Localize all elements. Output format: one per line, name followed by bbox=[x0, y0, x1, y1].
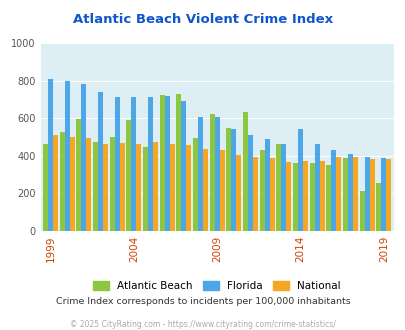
Bar bbox=[236, 155, 241, 231]
Bar bbox=[226, 128, 231, 231]
Bar bbox=[164, 96, 169, 231]
Bar bbox=[192, 138, 198, 231]
Legend: Atlantic Beach, Florida, National: Atlantic Beach, Florida, National bbox=[90, 278, 343, 294]
Bar bbox=[119, 143, 124, 231]
Bar bbox=[93, 142, 98, 231]
Bar bbox=[231, 129, 236, 231]
Bar bbox=[326, 165, 330, 231]
Bar bbox=[43, 144, 48, 231]
Bar bbox=[148, 97, 153, 231]
Bar bbox=[281, 144, 286, 231]
Text: Atlantic Beach Violent Crime Index: Atlantic Beach Violent Crime Index bbox=[73, 13, 332, 26]
Bar bbox=[386, 159, 390, 231]
Bar bbox=[243, 112, 247, 231]
Bar bbox=[126, 120, 131, 231]
Bar bbox=[347, 154, 352, 231]
Bar bbox=[202, 149, 207, 231]
Bar bbox=[380, 158, 386, 231]
Bar bbox=[76, 119, 81, 231]
Bar bbox=[53, 135, 58, 231]
Bar bbox=[369, 159, 374, 231]
Text: Crime Index corresponds to incidents per 100,000 inhabitants: Crime Index corresponds to incidents per… bbox=[55, 297, 350, 307]
Bar bbox=[276, 144, 281, 231]
Bar bbox=[136, 144, 141, 231]
Bar bbox=[335, 157, 341, 231]
Bar bbox=[70, 137, 75, 231]
Text: © 2025 CityRating.com - https://www.cityrating.com/crime-statistics/: © 2025 CityRating.com - https://www.city… bbox=[70, 319, 335, 329]
Bar bbox=[286, 162, 291, 231]
Bar bbox=[153, 142, 158, 231]
Bar bbox=[297, 129, 302, 231]
Bar bbox=[65, 81, 70, 231]
Bar bbox=[259, 150, 264, 231]
Bar bbox=[359, 190, 364, 231]
Bar bbox=[269, 158, 274, 231]
Bar bbox=[330, 149, 335, 231]
Bar bbox=[81, 84, 86, 231]
Bar bbox=[48, 79, 53, 231]
Bar bbox=[115, 97, 119, 231]
Bar bbox=[364, 157, 369, 231]
Bar bbox=[131, 97, 136, 231]
Bar bbox=[60, 132, 65, 231]
Bar bbox=[86, 138, 91, 231]
Bar bbox=[159, 95, 164, 231]
Bar bbox=[209, 114, 214, 231]
Bar bbox=[98, 92, 103, 231]
Bar bbox=[176, 94, 181, 231]
Bar bbox=[264, 139, 269, 231]
Bar bbox=[314, 144, 319, 231]
Bar bbox=[186, 145, 191, 231]
Bar bbox=[302, 161, 307, 231]
Bar bbox=[319, 161, 324, 231]
Bar bbox=[143, 147, 148, 231]
Bar bbox=[342, 158, 347, 231]
Bar bbox=[247, 135, 252, 231]
Bar bbox=[309, 163, 314, 231]
Bar bbox=[375, 183, 380, 231]
Bar bbox=[109, 137, 115, 231]
Bar bbox=[219, 150, 224, 231]
Bar bbox=[292, 163, 297, 231]
Bar bbox=[252, 157, 258, 231]
Bar bbox=[169, 144, 174, 231]
Bar bbox=[352, 157, 357, 231]
Bar bbox=[103, 144, 108, 231]
Bar bbox=[181, 101, 186, 231]
Bar bbox=[214, 117, 219, 231]
Bar bbox=[198, 117, 202, 231]
